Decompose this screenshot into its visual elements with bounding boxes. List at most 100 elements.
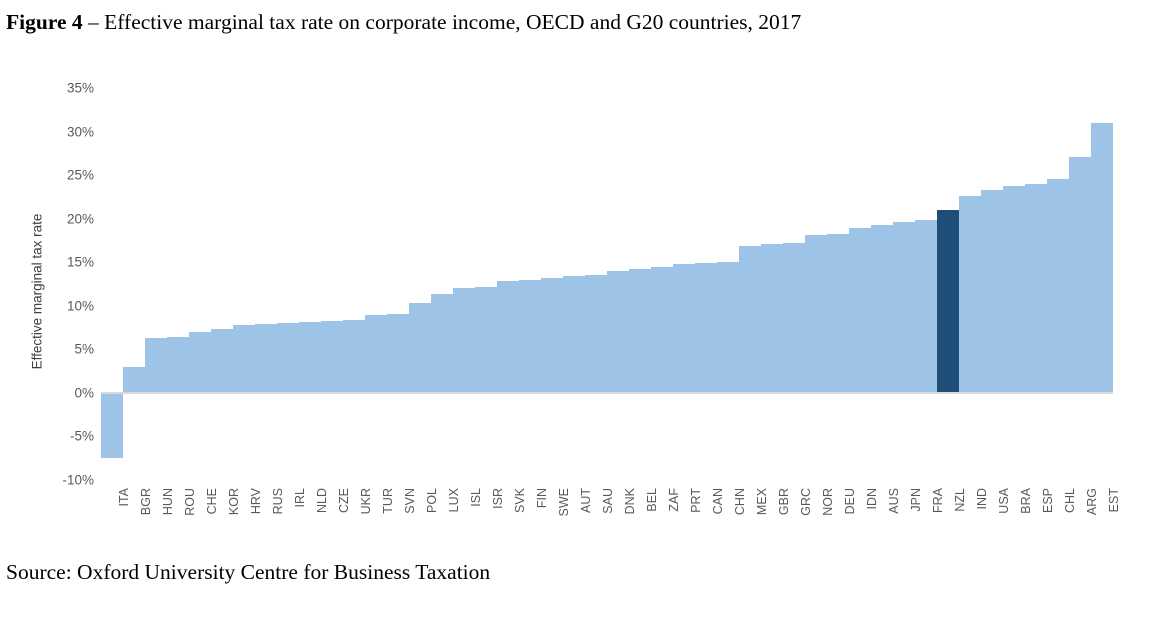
y-axis-tick: 15% [66, 254, 94, 270]
x-axis-tick-dnk: DNK [623, 488, 637, 515]
bar-nzl [937, 209, 959, 393]
bar-isl [453, 288, 475, 393]
bar-cze [321, 320, 343, 393]
bar-svk [497, 281, 519, 393]
bar-can [695, 263, 717, 393]
x-axis-tick-esp: ESP [1041, 488, 1055, 514]
bar-grc [783, 243, 805, 393]
x-axis-tick-gbr: GBR [777, 488, 791, 516]
x-axis-tick-svn: SVN [403, 488, 417, 514]
zero-baseline [101, 391, 1113, 394]
source-note: Source: Oxford University Centre for Bus… [6, 560, 491, 584]
bar-deu [827, 234, 849, 393]
bar-kor [211, 329, 233, 393]
x-axis-tick-nld: NLD [315, 488, 329, 514]
x-axis-tick-swe: SWE [557, 488, 571, 517]
bar-bra [1003, 185, 1025, 393]
x-axis-tick-usa: USA [997, 488, 1011, 514]
x-axis-tick-grc: GRC [799, 488, 813, 516]
x-axis-tick-hun: HUN [161, 488, 175, 516]
x-axis-tick-labels: ITA BGR HUN ROU CHE KOR HRV RUS IRL NLD CZE UKR TUR S… [101, 484, 1121, 548]
x-axis-tick-bel: BEL [645, 488, 659, 512]
x-axis-tick-bra: BRA [1019, 488, 1033, 514]
x-axis-tick-idn: IDN [865, 488, 879, 510]
bar-sau [585, 275, 607, 393]
bar-aut [563, 276, 585, 393]
x-axis-tick-aut: AUT [579, 488, 593, 513]
y-axis-tick: 35% [66, 80, 94, 96]
x-axis-tick-chn: CHN [733, 488, 747, 516]
y-axis-tick: 5% [74, 341, 94, 357]
bar-chn [717, 262, 739, 393]
x-axis-tick-jpn: JPN [909, 488, 923, 512]
x-axis-tick-hrv: HRV [249, 488, 263, 515]
x-axis-tick-nzl: NZL [953, 488, 967, 512]
bar-nor [805, 235, 827, 393]
bar-est [1091, 122, 1113, 393]
x-axis-tick-kor: KOR [227, 488, 241, 516]
x-axis-tick-sau: SAU [601, 488, 615, 514]
bar-zaf [651, 267, 673, 393]
y-axis-tick: -10% [62, 472, 94, 488]
y-axis-tick: 30% [66, 124, 94, 140]
bar-esp [1025, 183, 1047, 393]
x-axis-tick-chl: CHL [1063, 488, 1077, 514]
x-axis-tick-nor: NOR [821, 488, 835, 516]
x-axis-tick-zaf: ZAF [667, 488, 681, 512]
bar-fra [915, 219, 937, 393]
bar-fin [519, 279, 541, 393]
bar-jpn [893, 222, 915, 393]
y-axis-tick: 10% [66, 298, 94, 314]
bar-series [101, 88, 1113, 480]
x-axis-tick-ukr: UKR [359, 488, 373, 515]
bar-aus [871, 224, 893, 393]
x-axis-tick-can: CAN [711, 488, 725, 515]
bar-rou [167, 337, 189, 393]
x-axis-tick-lux: LUX [447, 488, 461, 513]
bar-ita [101, 392, 123, 459]
plot-area [101, 88, 1113, 480]
bar-usa [981, 189, 1003, 393]
bar-rus [255, 324, 277, 393]
bar-arg [1069, 156, 1091, 393]
x-axis-tick-bgr: BGR [139, 488, 153, 516]
bar-chl [1047, 178, 1069, 393]
x-axis-tick-irl: IRL [293, 488, 307, 508]
x-axis-tick-tur: TUR [381, 488, 395, 514]
bar-prt [673, 263, 695, 393]
y-axis-tick: 20% [66, 211, 94, 227]
bar-mex [739, 245, 761, 393]
x-axis-tick-ita: ITA [117, 488, 131, 507]
bar-ind [959, 196, 981, 393]
x-axis-tick-rus: RUS [271, 488, 285, 515]
x-axis-tick-isl: ISL [469, 488, 483, 507]
bar-pol [409, 303, 431, 393]
y-axis-tick-labels: 35% 30% 25% 20% 15% 10% 5% 0% -5% -10% [38, 81, 94, 488]
bar-che [189, 331, 211, 393]
bar-irl [277, 323, 299, 393]
bar-bel [629, 269, 651, 393]
bar-dnk [607, 270, 629, 393]
bar-idn [849, 228, 871, 393]
x-axis-tick-est: EST [1107, 488, 1121, 513]
bar-ukr [343, 319, 365, 393]
page-title: Figure 4 – Effective marginal tax rate o… [0, 0, 1168, 36]
x-axis-tick-ind: IND [975, 488, 989, 510]
bar-tur [365, 315, 387, 393]
x-axis-tick-rou: ROU [183, 488, 197, 516]
x-axis-tick-pol: POL [425, 488, 439, 514]
x-axis-tick-aus: AUS [887, 488, 901, 514]
y-axis-tick: 25% [66, 167, 94, 183]
y-axis-tick: 0% [74, 385, 94, 401]
bar-isr [475, 287, 497, 393]
x-axis-tick-che: CHE [205, 488, 219, 515]
x-axis-tick-fin: FIN [535, 488, 549, 509]
bar-hrv [233, 324, 255, 393]
bar-swe [541, 277, 563, 393]
y-axis-tick: -5% [69, 428, 94, 444]
x-axis-tick-mex: MEX [755, 488, 769, 516]
bar-nld [299, 322, 321, 393]
x-axis-tick-arg: ARG [1085, 488, 1099, 516]
bar-svn [387, 313, 409, 393]
bar-lux [431, 293, 453, 393]
